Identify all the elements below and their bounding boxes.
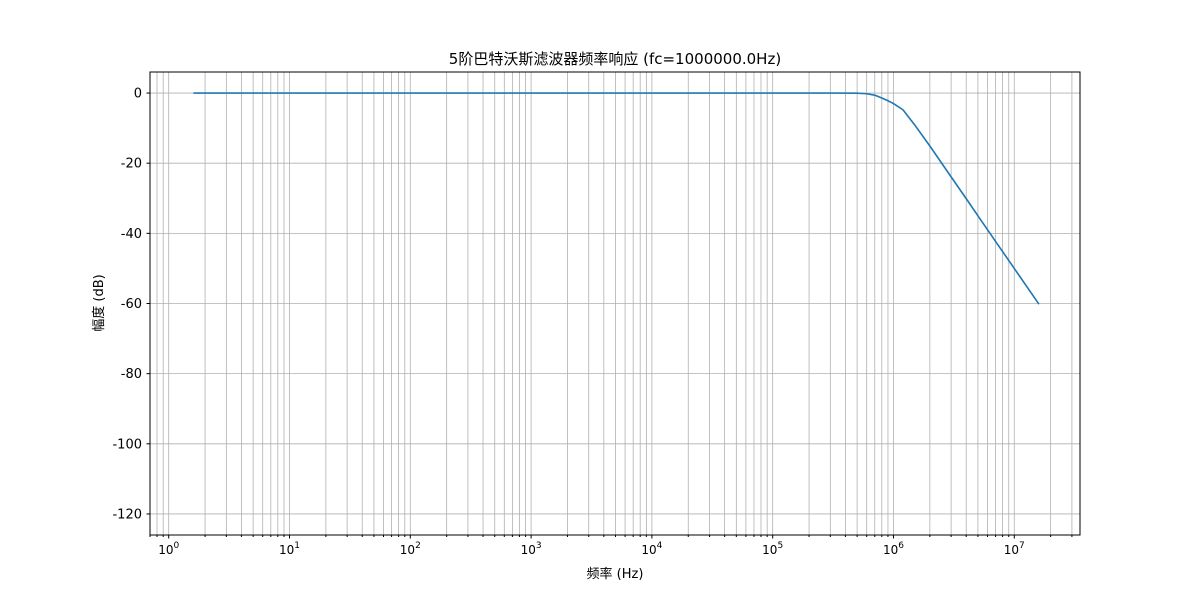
y-tick-label: -60 <box>121 297 142 312</box>
y-tick-label: -80 <box>121 367 142 382</box>
y-tick-label: -40 <box>121 227 142 242</box>
x-tick-label: 105 <box>762 541 783 557</box>
x-tick-label: 104 <box>641 541 662 557</box>
x-tick-label: 100 <box>158 541 179 557</box>
x-axis-label: 频率 (Hz) <box>587 566 644 582</box>
x-tick-label: 103 <box>521 541 542 557</box>
x-tick-label: 102 <box>400 541 421 557</box>
y-tick-label: -100 <box>112 437 142 452</box>
plot-area <box>193 92 1040 305</box>
y-tick-label: -120 <box>112 507 142 522</box>
x-tick-label: 107 <box>1004 541 1025 557</box>
y-tick-label: -20 <box>121 157 142 172</box>
y-tick-label: 0 <box>134 87 142 102</box>
y-axis-label: 幅度 (dB) <box>91 274 107 331</box>
x-tick-label: 101 <box>279 541 300 557</box>
chart-title: 5阶巴特沃斯滤波器频率响应 (fc=1000000.0Hz) <box>449 50 781 68</box>
series-line <box>193 92 1040 305</box>
grid <box>149 72 1080 535</box>
ticks: 0 -20 -40 -60 -80 -100 -120 100 101 102 103 104 105 1… <box>112 87 1073 557</box>
x-tick-label: 106 <box>883 541 904 557</box>
